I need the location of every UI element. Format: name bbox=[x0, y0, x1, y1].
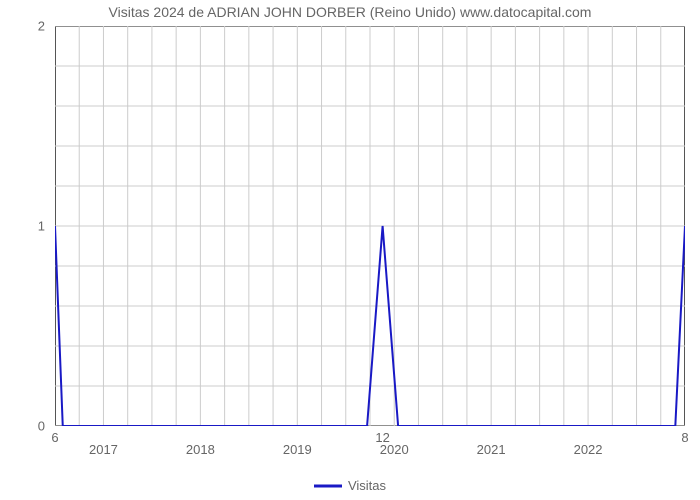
x-extra-label: 12 bbox=[375, 430, 389, 445]
visits-chart: Visitas 2024 de ADRIAN JOHN DORBER (Rein… bbox=[0, 0, 700, 500]
x-extra-label: 6 bbox=[51, 430, 58, 445]
y-tick-label: 1 bbox=[38, 219, 45, 234]
x-tick-label: 2019 bbox=[283, 442, 312, 457]
y-tick-label: 0 bbox=[38, 419, 45, 434]
chart-title: Visitas 2024 de ADRIAN JOHN DORBER (Rein… bbox=[0, 4, 700, 20]
legend-swatch bbox=[314, 479, 342, 494]
legend-label: Visitas bbox=[348, 478, 386, 493]
y-tick-label: 2 bbox=[38, 19, 45, 34]
legend: Visitas bbox=[0, 478, 700, 494]
x-extra-label: 8 bbox=[681, 430, 688, 445]
x-tick-label: 2022 bbox=[574, 442, 603, 457]
x-tick-label: 2021 bbox=[477, 442, 506, 457]
x-tick-label: 2018 bbox=[186, 442, 215, 457]
plot-svg bbox=[55, 26, 685, 426]
x-tick-label: 2017 bbox=[89, 442, 118, 457]
